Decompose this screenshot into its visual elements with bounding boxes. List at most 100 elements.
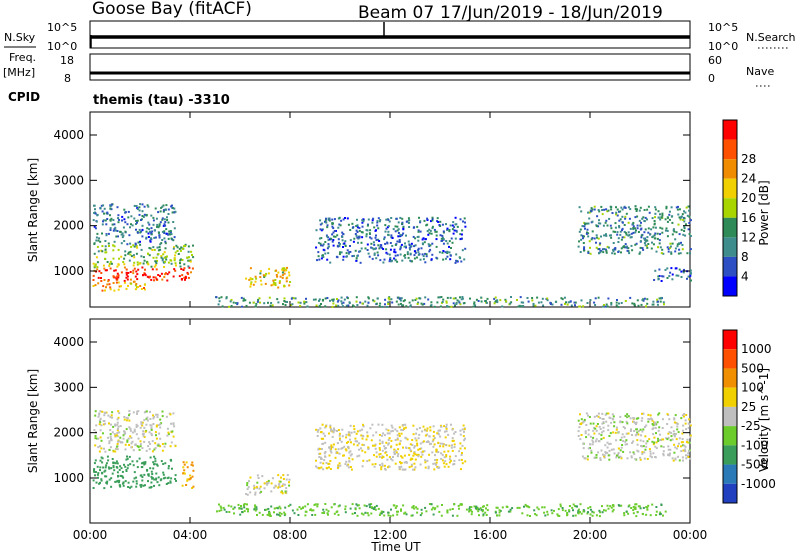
data-cell	[640, 419, 643, 422]
data-cell	[164, 224, 167, 227]
data-cell	[655, 514, 658, 516]
data-cell	[190, 463, 193, 466]
data-cell	[153, 484, 155, 487]
data-cell	[654, 208, 657, 211]
data-cell	[340, 440, 343, 443]
data-cell	[659, 439, 662, 441]
data-cell	[410, 514, 413, 517]
data-cell	[611, 413, 614, 416]
data-cell	[477, 300, 480, 302]
data-cell	[285, 487, 288, 490]
data-cell	[683, 225, 686, 228]
data-cell	[98, 423, 101, 426]
data-cell	[114, 424, 117, 427]
data-cell	[152, 423, 155, 425]
data-cell	[112, 282, 115, 284]
data-cell	[143, 288, 146, 291]
data-cell	[184, 277, 187, 279]
data-cell	[162, 224, 165, 227]
data-cell	[277, 271, 280, 274]
data-cell	[141, 210, 144, 213]
data-cell	[434, 462, 437, 465]
data-cell	[113, 240, 116, 243]
data-cell	[320, 303, 322, 305]
data-cell	[134, 288, 137, 291]
data-cell	[101, 457, 104, 460]
data-cell	[566, 303, 569, 306]
data-cell	[94, 263, 97, 266]
freq-label: Freq.	[9, 51, 36, 64]
data-cell	[627, 221, 630, 224]
data-cell	[662, 301, 665, 304]
data-cell	[606, 210, 609, 213]
data-cell	[647, 227, 650, 230]
data-cell	[375, 431, 378, 434]
data-cell	[392, 504, 395, 507]
data-cell	[474, 507, 477, 510]
data-cell	[603, 248, 606, 250]
data-cell	[683, 413, 686, 415]
data-cell	[336, 245, 339, 248]
data-cell	[577, 419, 580, 422]
data-cell	[457, 504, 460, 507]
data-cell	[356, 440, 359, 443]
data-cell	[327, 252, 330, 255]
data-cell	[356, 444, 359, 447]
data-cell	[319, 223, 322, 226]
data-cell	[159, 426, 162, 429]
data-cell	[229, 300, 232, 303]
data-cell	[441, 504, 443, 506]
data-cell	[615, 454, 618, 457]
data-cell	[402, 300, 405, 303]
data-cell	[136, 410, 139, 413]
data-cell	[402, 429, 404, 432]
data-cell	[117, 281, 120, 284]
data-cell	[233, 512, 235, 515]
data-cell	[444, 436, 447, 439]
data-cell	[122, 437, 125, 440]
data-cell	[173, 236, 176, 239]
data-cell	[324, 219, 327, 222]
data-cell	[261, 513, 264, 516]
data-cell	[334, 448, 337, 451]
data-cell	[383, 514, 386, 517]
data-cell	[360, 434, 363, 437]
data-cell	[242, 299, 245, 302]
data-cell	[377, 244, 380, 247]
data-cell	[403, 454, 406, 457]
data-cell	[594, 297, 597, 300]
data-cell	[435, 256, 438, 259]
data-cell	[551, 512, 554, 515]
data-cell	[303, 302, 306, 305]
data-cell	[283, 272, 286, 275]
data-cell	[426, 219, 429, 221]
data-cell	[618, 226, 621, 229]
data-cell	[418, 216, 420, 219]
data-cell	[143, 272, 146, 275]
data-cell	[470, 506, 473, 509]
data-cell	[409, 449, 412, 452]
data-cell	[660, 445, 663, 448]
data-cell	[424, 466, 427, 469]
data-cell	[519, 296, 522, 299]
data-cell	[95, 236, 98, 239]
data-cell	[109, 227, 112, 230]
data-cell	[101, 210, 104, 213]
data-cell	[147, 232, 150, 235]
data-cell	[627, 247, 630, 250]
data-cell	[346, 464, 349, 467]
data-cell	[288, 284, 291, 287]
data-cell	[331, 429, 334, 432]
data-cell	[184, 275, 187, 278]
data-cell	[164, 260, 167, 263]
data-cell	[444, 444, 447, 446]
data-cell	[117, 221, 120, 224]
data-cell	[344, 217, 346, 219]
data-cell	[442, 462, 445, 465]
data-cell	[612, 448, 615, 451]
data-cell	[278, 505, 281, 508]
data-cell	[645, 244, 648, 247]
data-cell	[446, 252, 449, 254]
data-cell	[652, 443, 655, 446]
data-cell	[606, 451, 609, 454]
